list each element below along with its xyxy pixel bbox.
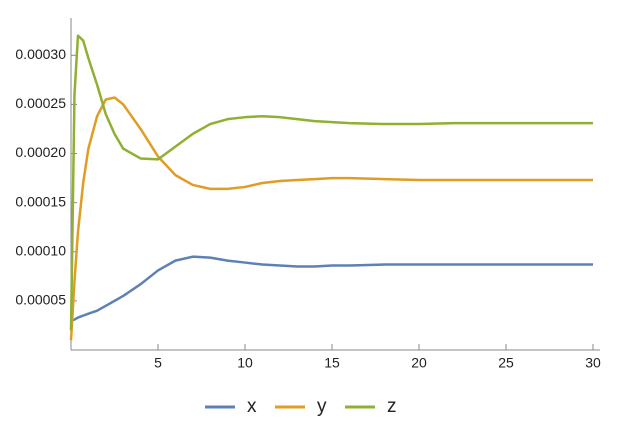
x-tick-label: 20 [411,355,427,371]
y-tick-label: 0.00030 [15,46,66,62]
x-tick-label: 15 [324,355,340,371]
legend-label: x [247,396,257,417]
y-tick-label: 0.00020 [15,144,66,160]
legend-label: y [317,396,327,417]
y-tick-label: 0.00015 [15,193,66,209]
y-tick-label: 0.00010 [15,242,66,258]
line-series [70,255,593,322]
y-tick-label: 0.00025 [15,95,66,111]
line-series [69,96,593,341]
x-tick-label: 30 [585,355,601,371]
legend-label: z [387,396,397,417]
line-series [69,34,593,331]
x-tick-label: 5 [154,355,162,371]
x-tick-label: 10 [237,355,253,371]
x-tick-label: 25 [498,355,514,371]
y-tick-label: 0.00005 [15,292,66,308]
